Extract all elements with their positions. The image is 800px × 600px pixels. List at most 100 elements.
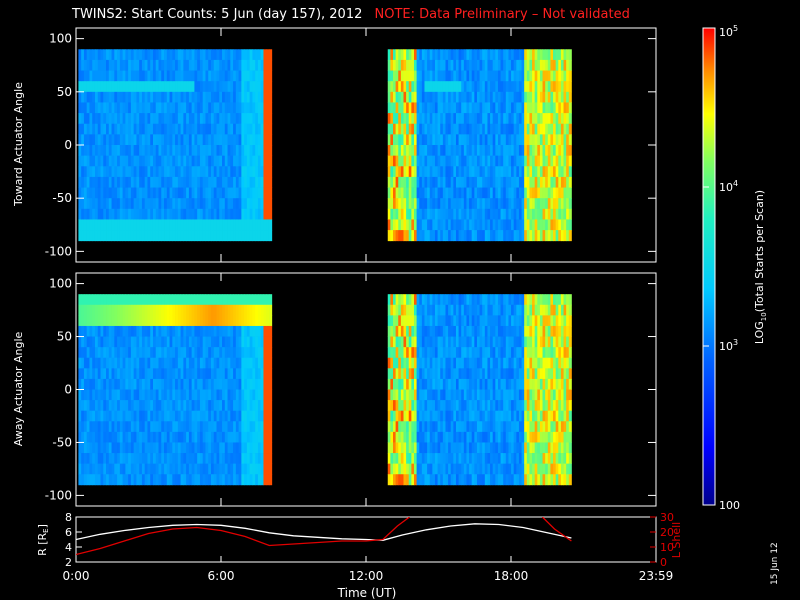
heatmap-cell <box>241 453 245 465</box>
heatmap-cell <box>177 102 182 114</box>
heatmap-cell <box>100 325 104 337</box>
heatmap-cell <box>419 166 423 178</box>
heatmap-cell <box>222 463 226 475</box>
heatmap-cell <box>558 378 562 390</box>
heatmap-cell <box>139 389 143 401</box>
heatmap-cell <box>500 368 504 380</box>
heatmap-cell <box>387 49 391 61</box>
heatmap-cell <box>230 453 234 465</box>
heatmap-cell <box>537 187 541 199</box>
heatmap-cell <box>492 325 496 337</box>
heatmap-cell <box>416 187 420 199</box>
heatmap-cell <box>103 442 107 454</box>
heatmap-cell <box>537 91 541 103</box>
heatmap-cell <box>450 347 454 359</box>
heatmap-cell <box>219 123 223 135</box>
heatmap-cell <box>108 410 112 422</box>
heatmap-cell <box>482 347 486 359</box>
heatmap-cell <box>266 400 270 412</box>
heatmap-cell <box>492 453 496 465</box>
heatmap-cell <box>424 400 428 412</box>
heatmap-cell <box>437 421 441 433</box>
heatmap-cell <box>164 304 168 316</box>
heatmap-cell <box>169 357 173 369</box>
heatmap-cell <box>513 294 517 306</box>
heatmap-cell <box>555 431 559 443</box>
heatmap-cell <box>553 325 557 337</box>
heatmap-cell <box>568 91 572 103</box>
heatmap-cell <box>529 336 533 348</box>
heatmap-cell <box>257 453 262 465</box>
heatmap-cell <box>233 368 237 380</box>
heatmap-cell <box>202 70 206 82</box>
heatmap-cell <box>400 453 404 465</box>
heatmap-cell <box>257 198 262 210</box>
heatmap-cell <box>81 315 85 327</box>
heatmap-cell <box>268 294 273 306</box>
heatmap-cell <box>222 123 226 135</box>
heatmap-cell <box>224 176 228 188</box>
heatmap-cell <box>497 389 501 401</box>
heatmap-cell <box>469 187 473 199</box>
heatmap-cell <box>437 91 441 103</box>
heatmap-cell <box>421 431 425 443</box>
heatmap-cell <box>155 113 159 125</box>
heatmap-cell <box>497 59 501 71</box>
heatmap-cell <box>86 145 90 157</box>
heatmap-cell <box>219 347 223 359</box>
heatmap-cell <box>524 49 528 61</box>
heatmap-cell <box>158 357 162 369</box>
heatmap-cell <box>117 176 121 188</box>
heatmap-cell <box>550 70 554 82</box>
heatmap-cell <box>542 431 546 443</box>
heatmap-cell <box>503 166 507 178</box>
heatmap-cell <box>78 208 82 220</box>
heatmap-cell <box>222 421 226 433</box>
heatmap-cell <box>224 421 228 433</box>
heatmap-cell <box>455 389 459 401</box>
heatmap-cell <box>497 176 501 188</box>
heatmap-cell <box>532 442 536 454</box>
heatmap-cell <box>421 219 425 231</box>
heatmap-cell <box>500 176 504 188</box>
heatmap-cell <box>437 123 441 135</box>
heatmap-cell <box>440 357 444 369</box>
heatmap-cell <box>268 81 273 93</box>
heatmap-cell <box>103 315 107 327</box>
heatmap-cell <box>230 208 234 220</box>
heatmap-cell <box>263 368 267 380</box>
heatmap-cell <box>395 49 399 61</box>
heatmap-cell <box>424 368 428 380</box>
heatmap-cell <box>252 208 256 220</box>
heatmap-cell <box>257 70 262 82</box>
heatmap-cell <box>210 198 215 210</box>
heatmap-cell <box>450 357 454 369</box>
heatmap-cell <box>222 304 226 316</box>
heatmap-cell <box>469 421 473 433</box>
heatmap-cell <box>482 230 486 242</box>
heatmap-cell <box>133 134 137 146</box>
heatmap-cell <box>492 410 496 422</box>
heatmap-cell <box>92 208 96 220</box>
heatmap-cell <box>398 304 402 316</box>
heatmap-cell <box>78 453 82 465</box>
heatmap-cell <box>526 368 530 380</box>
heatmap-cell <box>542 389 546 401</box>
heatmap-cell <box>186 325 190 337</box>
heatmap-cell <box>387 453 391 465</box>
heatmap-cell <box>169 325 173 337</box>
heatmap-cell <box>139 304 143 316</box>
heatmap-cell <box>547 442 551 454</box>
heatmap-cell <box>400 230 404 242</box>
heatmap-cell <box>416 198 420 210</box>
heatmap-cell <box>252 145 256 157</box>
heatmap-cell <box>408 81 412 93</box>
heatmap-cell <box>463 357 467 369</box>
heatmap-cell <box>144 336 148 348</box>
heatmap-cell <box>128 347 132 359</box>
heatmap-cell <box>268 453 273 465</box>
heatmap-cell <box>403 410 407 422</box>
heatmap-cell <box>233 91 237 103</box>
heatmap-cell <box>152 166 157 178</box>
